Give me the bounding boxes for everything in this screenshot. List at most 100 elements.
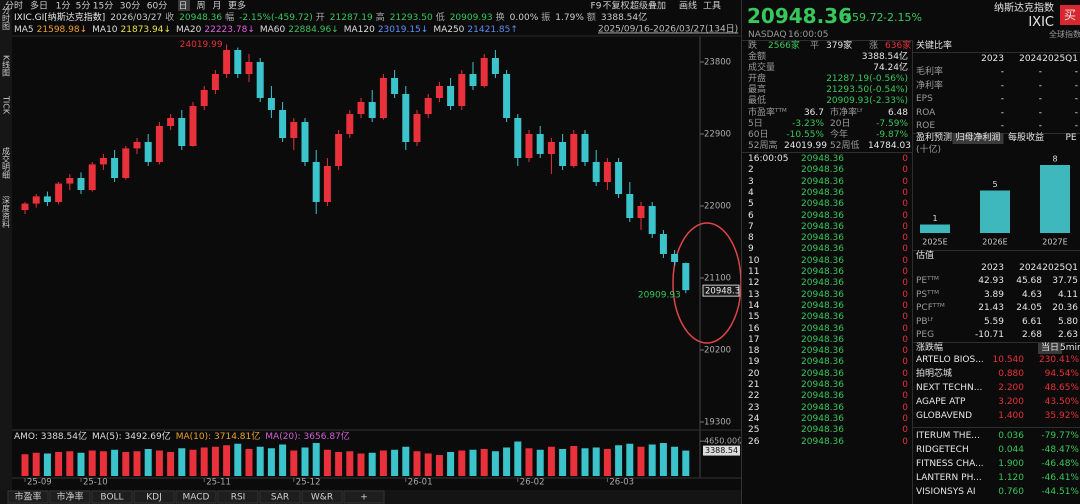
x-tick-label: 25-10 <box>83 478 108 488</box>
tool-button[interactable]: 工具 <box>703 1 721 12</box>
volume-bar <box>503 447 511 476</box>
period-tab[interactable]: 月 <box>212 1 221 12</box>
tick-price: 20948.36 <box>801 176 844 187</box>
stock-name[interactable]: 拍明芯城 <box>916 369 953 379</box>
period-tab[interactable]: 多日 <box>30 0 48 12</box>
candle-body <box>290 122 298 138</box>
period-tab[interactable]: 更多 <box>228 0 246 12</box>
stock-name[interactable]: LANTERN PH... <box>916 473 982 483</box>
forecast-tab[interactable]: PE <box>1065 133 1077 143</box>
amo-line: AMO: 3388.54亿 MA(5): 3492.69亿 MA(10): 3714… <box>14 430 350 442</box>
stock-name[interactable]: ITERUM THE... <box>916 431 980 441</box>
tick-volume: 0 <box>902 300 908 311</box>
indicator-tab[interactable]: 市盈率 <box>14 491 41 503</box>
volume-bar <box>234 443 242 476</box>
amo-field: MA(5): 3492.69亿 <box>92 430 171 442</box>
stock-name[interactable]: RIDGETECH <box>916 445 969 455</box>
period-tab[interactable]: 周 <box>196 1 205 12</box>
tick-volume: 0 <box>902 402 908 413</box>
y-tick-label: 20200 <box>704 346 731 356</box>
tool-button[interactable]: F9 <box>591 2 602 12</box>
side-tab[interactable]: 深度资料 <box>2 196 11 229</box>
breadth-item: 636家 <box>885 41 912 51</box>
indicator-tab[interactable]: RSI <box>231 493 246 503</box>
stat-label: 金额 <box>748 52 767 62</box>
period-tab[interactable]: 60分 <box>147 1 167 12</box>
stock-name[interactable]: ARTELO BIOS... <box>916 355 984 365</box>
tick-time: 4 <box>748 187 754 198</box>
ma-field: MA120 <box>344 25 375 35</box>
period-tab[interactable]: 日 <box>178 1 187 12</box>
stock-name[interactable]: VISIONSYS AI <box>916 487 976 497</box>
forecast-tab[interactable]: 每股收益 <box>1007 133 1045 143</box>
movers-tab[interactable]: 当日 <box>1038 343 1063 354</box>
side-tab[interactable]: K线图 <box>2 55 11 77</box>
period-tab[interactable]: 1分 <box>56 1 71 12</box>
volume-bar <box>189 449 197 476</box>
tick-time: 5 <box>748 199 754 210</box>
cell-value: 5.80 <box>1057 316 1078 327</box>
movers-tab[interactable]: 5min <box>1060 343 1080 353</box>
candle-body <box>435 86 443 98</box>
candle-body <box>379 78 387 118</box>
volume-bar <box>368 452 376 476</box>
candle-body <box>536 134 544 154</box>
period-tab[interactable]: 5分 <box>76 1 91 12</box>
ma-field: 21421.85↑ <box>467 25 517 35</box>
buy-button[interactable]: 买 <box>1060 5 1080 25</box>
tick-volume: 0 <box>902 413 908 424</box>
candle-body <box>637 206 645 218</box>
divider <box>742 152 912 153</box>
tick-volume: 0 <box>902 425 908 436</box>
period-tab[interactable]: 分时 <box>5 0 23 12</box>
indicator-tab[interactable]: BOLL <box>100 493 123 503</box>
row-label: ROE <box>916 121 936 131</box>
stock-name[interactable]: FITNESS CHA... <box>916 459 984 469</box>
candle-body <box>111 158 119 178</box>
volume-bar <box>682 450 690 476</box>
column-header: 2024 <box>1019 54 1042 64</box>
quote-field: 20909.93 <box>450 13 493 23</box>
period-tab[interactable]: 30分 <box>120 1 140 12</box>
indicator-tab[interactable]: SAR <box>271 493 289 503</box>
tool-button[interactable]: 画线 <box>679 0 697 12</box>
volume-bar <box>200 447 208 476</box>
tick-price: 20948.36 <box>801 368 844 379</box>
stock-name[interactable]: GLOBAVEND <box>916 411 973 421</box>
stock-name[interactable]: NEXT TECHN... <box>916 383 983 393</box>
forecast-category: 2025E <box>922 238 947 247</box>
volume-bar <box>424 453 432 476</box>
index-name: 纳斯达克指数 <box>994 3 1054 14</box>
indicator-tab[interactable]: W&R <box>311 493 333 503</box>
stock-price: 0.880 <box>998 369 1024 379</box>
tick-price: 20948.36 <box>801 233 844 244</box>
stock-name[interactable]: AGAPE ATP <box>916 397 966 407</box>
y-tick-label: 22900 <box>704 130 731 140</box>
volume-tick-label: 4650.00亿 <box>704 436 741 446</box>
quote-field: 2026/03/27 <box>110 13 162 23</box>
period-tab[interactable]: 15分 <box>93 1 113 12</box>
side-tab[interactable]: 成交明细 <box>2 146 11 180</box>
tick-time: 25 <box>748 425 760 436</box>
cell-value: - <box>1038 67 1042 77</box>
tool-button[interactable]: 超级叠加 <box>630 0 666 12</box>
indicator-tab[interactable]: KDJ <box>146 493 162 503</box>
stock-price: 1.120 <box>998 473 1024 483</box>
side-tab[interactable]: 分时图 <box>2 6 11 31</box>
indicator-tab[interactable]: + <box>360 493 368 503</box>
row-label: PEᵀᵀᴹ <box>916 276 939 286</box>
forecast-tab[interactable]: 归母净利润 <box>952 133 1004 144</box>
tool-button[interactable]: 不复权 <box>602 0 629 12</box>
indicator-tab-bg <box>217 490 259 504</box>
side-tab[interactable]: TICK <box>2 95 11 115</box>
volume-last-label: 3388.54 <box>705 446 738 455</box>
volume-bar <box>626 443 634 476</box>
indicator-tab[interactable]: 市净率 <box>56 491 83 503</box>
cell-value: - <box>1074 67 1078 77</box>
volume-bar <box>379 450 387 476</box>
candle-body <box>559 142 567 166</box>
volume-bar <box>88 450 96 476</box>
tick-price: 20948.36 <box>801 334 844 345</box>
indicator-tab[interactable]: MACD <box>183 493 210 503</box>
candle-body <box>648 206 656 234</box>
